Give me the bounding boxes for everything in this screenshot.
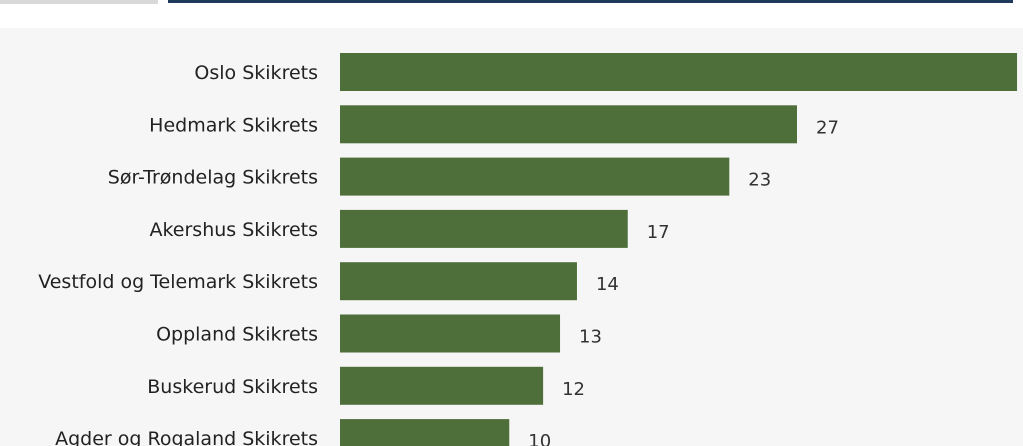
value-label-4: 17 xyxy=(647,222,670,243)
value-label-5: 14 xyxy=(596,274,619,295)
bar-3 xyxy=(340,157,730,196)
value-label-7: 12 xyxy=(562,379,585,400)
top-right-gap xyxy=(1013,0,1023,28)
category-label-3: Sør-Trøndelag Skikrets xyxy=(108,167,318,189)
bar-2 xyxy=(340,105,797,144)
bar-4 xyxy=(340,209,628,248)
category-label-1: Oslo Skikrets xyxy=(194,62,318,84)
value-label-3: 23 xyxy=(748,170,771,191)
bar-1 xyxy=(340,53,1018,91)
bars-layer xyxy=(340,53,1018,446)
value-label-8: 10 xyxy=(528,431,551,446)
bar-6 xyxy=(340,314,561,353)
category-label-2: Hedmark Skikrets xyxy=(149,114,318,136)
category-label-7: Buskerud Skikrets xyxy=(147,376,318,398)
category-label-5: Vestfold og Telemark Skikrets xyxy=(38,271,318,293)
labels-layer: Oslo Skikrets Hedmark Skikrets 27 Sør-Trønd… xyxy=(38,62,839,446)
top-navy-divider xyxy=(168,0,1013,3)
bar-5 xyxy=(340,262,577,301)
bar-8 xyxy=(340,419,510,446)
category-label-6: Oppland Skikrets xyxy=(156,324,318,346)
value-label-6: 13 xyxy=(579,327,602,348)
category-label-8: Agder og Rogaland Skikrets xyxy=(55,428,318,446)
bar-7 xyxy=(340,366,544,405)
category-label-4: Akershus Skikrets xyxy=(149,219,318,241)
top-strip xyxy=(0,0,1023,28)
top-left-divider xyxy=(0,0,158,4)
value-label-2: 27 xyxy=(816,117,839,138)
